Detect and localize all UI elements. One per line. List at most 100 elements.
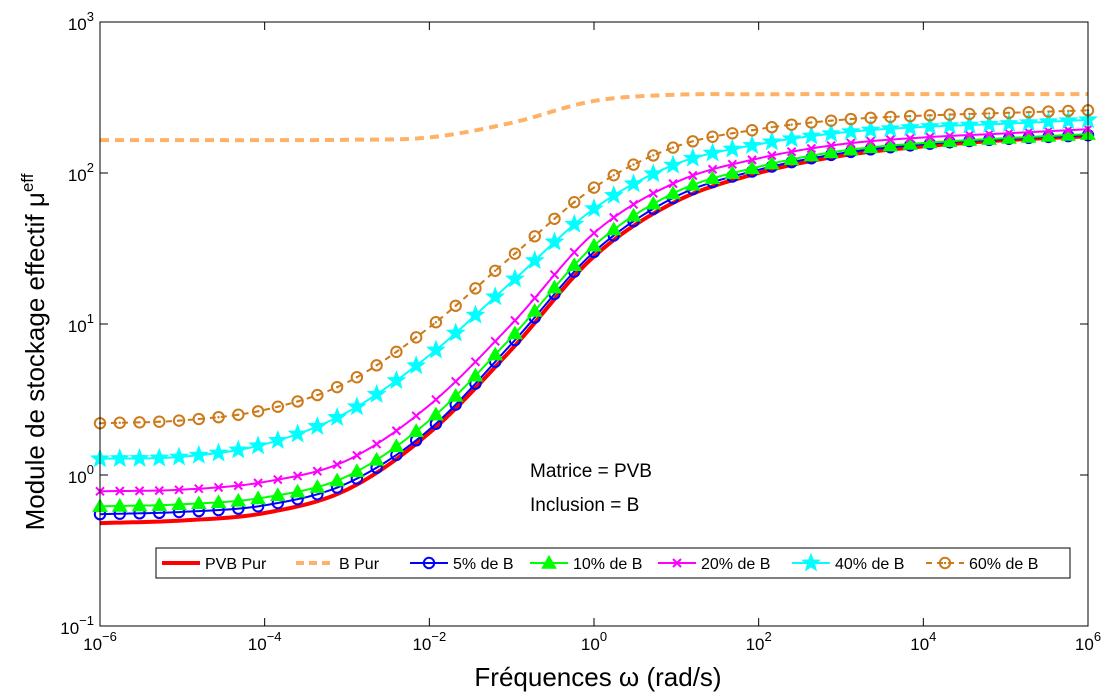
data-point-circle-dot <box>172 414 186 427</box>
data-point-triangle <box>546 279 563 294</box>
data-point-triangle <box>605 221 622 236</box>
data-point-star <box>327 407 348 426</box>
data-point-circle-dot <box>824 114 838 127</box>
data-point-triangle <box>541 554 557 569</box>
legend-entry: 60% de B <box>926 556 1038 573</box>
data-point-x <box>569 247 579 258</box>
data-point-star <box>702 142 723 162</box>
y-tick-label: 103 <box>68 9 94 34</box>
data-point-dot <box>943 561 947 565</box>
data-point-triangle <box>684 176 701 191</box>
data-point-triangle <box>645 195 662 210</box>
data-point-star <box>781 128 802 148</box>
data-point-dot <box>335 385 339 389</box>
data-point-star <box>208 442 229 462</box>
data-point-dot <box>513 252 517 255</box>
data-point-circle-dot <box>938 556 952 570</box>
data-point-triangle <box>447 387 464 402</box>
series-line <box>100 92 1088 143</box>
x-tick-label: 102 <box>746 629 772 654</box>
data-point-dot <box>671 146 675 149</box>
x-tick-exp: −6 <box>102 629 117 644</box>
x-tick-exp: 2 <box>765 629 772 644</box>
x-tick-exp: −2 <box>431 629 446 644</box>
data-point-circle-dot <box>607 169 620 182</box>
data-point-dot <box>829 119 833 122</box>
data-point-x <box>174 485 184 495</box>
data-point-circle-dot <box>409 331 423 344</box>
data-point-circle-dot <box>726 127 739 140</box>
data-point-x <box>1063 125 1073 135</box>
data-point-x <box>885 134 896 145</box>
y-tick-exp: 1 <box>87 311 94 326</box>
data-point-triangle <box>744 160 760 175</box>
data-point-triangle <box>329 472 345 487</box>
data-point-dot <box>414 336 418 339</box>
data-point-dot <box>889 115 892 119</box>
y-tick-label: 100 <box>68 462 94 487</box>
data-point-dot <box>375 364 378 367</box>
data-point-circle-dot <box>627 158 640 171</box>
data-point-circle-dot <box>844 112 858 126</box>
x-tick-exp: 4 <box>929 629 936 644</box>
data-point-x <box>332 459 342 470</box>
y-tick-base: 10 <box>68 468 87 487</box>
data-point-dot <box>573 200 576 204</box>
legend-entry: 20% de B <box>658 556 770 573</box>
series-10-de-b <box>92 126 1096 513</box>
data-point-triangle <box>902 136 919 150</box>
data-point-star <box>663 154 683 174</box>
data-point-x <box>628 199 639 210</box>
data-point-x <box>490 336 500 346</box>
data-point-circle-dot <box>469 282 482 295</box>
legend-label: 20% de B <box>701 556 770 573</box>
data-point-triangle <box>704 170 721 185</box>
data-point-dot <box>158 420 161 423</box>
legend-label: PVB Pur <box>205 556 267 573</box>
data-point-star <box>426 339 446 359</box>
data-point-circle-dot <box>528 230 541 243</box>
data-point-circle-dot <box>330 380 344 394</box>
data-point-dot <box>1047 110 1050 113</box>
data-point-x <box>391 426 402 436</box>
data-point-circle-dot <box>192 412 206 426</box>
data-point-star <box>742 135 762 154</box>
data-point-x <box>925 132 935 142</box>
data-point-dot <box>592 186 596 189</box>
data-point-dot <box>316 393 319 397</box>
data-point-dot <box>276 405 280 408</box>
data-point-circle-dot <box>864 111 877 125</box>
data-point-x <box>1004 128 1014 138</box>
data-point-circle-dot <box>508 247 522 260</box>
data-point-star <box>505 268 525 288</box>
data-point-dot <box>691 140 694 143</box>
data-point-triangle <box>230 492 247 507</box>
data-point-circle-dot <box>291 395 304 408</box>
data-point-x <box>253 478 263 488</box>
data-point-circle-dot <box>429 316 443 329</box>
legend-entry: 5% de B <box>410 556 513 573</box>
data-point-x <box>470 357 481 367</box>
data-point-dot <box>177 419 181 422</box>
data-point-circle-dot <box>370 359 383 372</box>
data-point-star <box>939 115 960 135</box>
data-point-triangle <box>724 165 741 179</box>
x-tick-base: 10 <box>581 635 600 654</box>
data-point-triangle <box>388 438 405 453</box>
x-tick-base: 10 <box>412 635 431 654</box>
series-60-de-b <box>93 104 1095 430</box>
data-point-x <box>767 150 777 161</box>
data-point-triangle <box>526 302 543 317</box>
data-point-circle-dot <box>153 415 166 428</box>
data-point-triangle <box>665 185 681 200</box>
data-point-dot <box>928 114 932 117</box>
data-point-dot <box>1007 111 1011 115</box>
data-point-triangle <box>171 496 187 511</box>
data-point-dot <box>533 235 536 238</box>
y-tick-exp: 0 <box>87 462 94 477</box>
data-point-circle-dot <box>884 110 897 124</box>
legend-label: 5% de B <box>453 556 513 573</box>
data-point-x <box>1043 126 1054 136</box>
x-tick-base: 10 <box>1075 635 1094 654</box>
